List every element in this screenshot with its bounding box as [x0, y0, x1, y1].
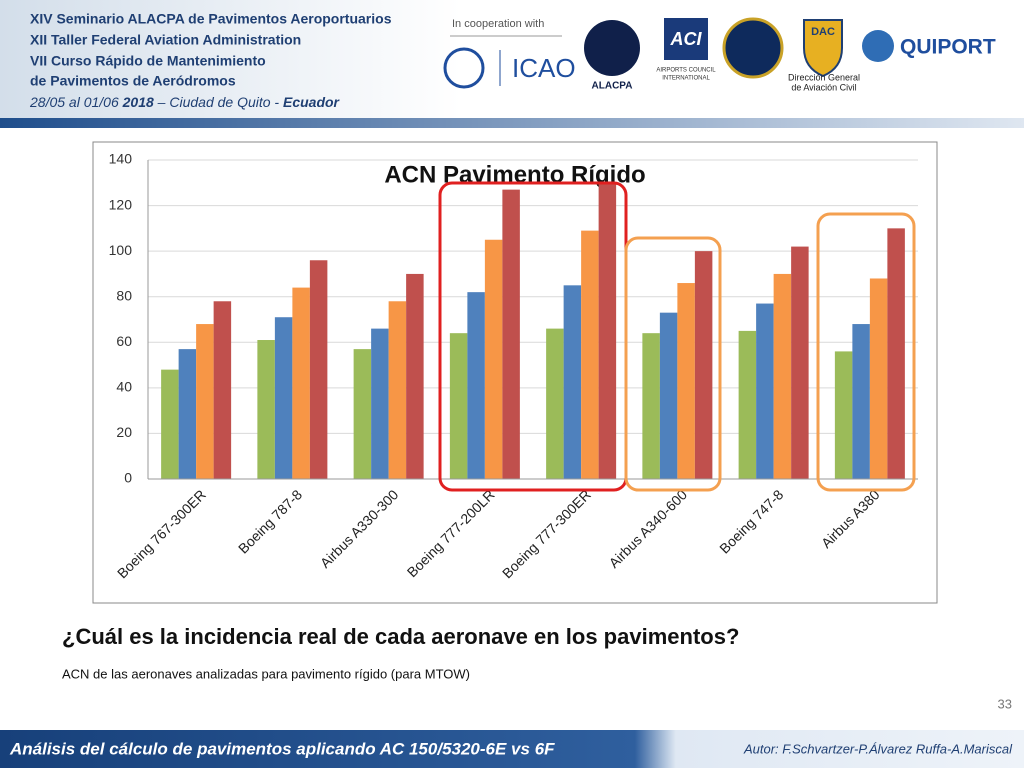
header-date: 28/05 al 01/06 2018 – Ciudad de Quito - …: [29, 94, 341, 110]
header-line: XIV Seminario ALACPA de Pavimentos Aerop…: [30, 11, 392, 27]
bar: [887, 228, 905, 479]
bar: [213, 301, 232, 479]
bar: [484, 239, 503, 479]
footer-title: Análisis del cálculo de pavimentos aplic…: [9, 739, 555, 758]
aci-logo: [664, 18, 708, 60]
bar: [257, 340, 275, 479]
bar: [406, 273, 424, 479]
bar: [502, 189, 520, 479]
bar: [598, 182, 617, 480]
footer-bg: [0, 730, 1024, 768]
highlight-box: [816, 212, 916, 492]
y-tick-label: 0: [124, 470, 132, 486]
header-bar: [0, 118, 1024, 128]
y-tick-label: 40: [116, 379, 132, 395]
logo-text: ACI: [670, 29, 703, 49]
bar: [309, 260, 328, 479]
y-tick-label: 140: [109, 151, 133, 167]
bar: [642, 333, 660, 479]
logo-text: Dirección General: [788, 72, 860, 82]
bar: [178, 349, 197, 479]
bar: [274, 317, 293, 479]
bar: [677, 283, 695, 479]
y-tick-label: 120: [109, 196, 133, 212]
date-part: – Ciudad de Quito -: [154, 94, 283, 110]
bar: [353, 349, 372, 479]
caption: ACN de las aeronaves analizadas para pav…: [62, 666, 470, 681]
header-line: VII Curso Rápido de Mantenimiento: [30, 53, 266, 69]
y-tick-label: 80: [116, 287, 132, 303]
logo-text: In cooperation with: [452, 18, 544, 30]
bar: [738, 330, 757, 479]
alacpa-logo: [584, 20, 640, 76]
bar: [773, 273, 792, 479]
bar: [581, 230, 599, 479]
date-part: 2018: [122, 94, 154, 110]
bar: [467, 292, 485, 479]
logo-text: de Aviación Civil: [791, 82, 856, 92]
question: ¿Cuál es la incidencia real de cada aero…: [62, 624, 739, 649]
bar: [196, 324, 214, 479]
quiport-logo: [862, 30, 894, 62]
bar: [756, 303, 774, 479]
icao-logo: [443, 47, 485, 89]
bar: [659, 312, 678, 479]
highlight-box: [624, 236, 722, 492]
bar: [563, 285, 582, 479]
faa-logo: [722, 17, 784, 79]
bar: [388, 301, 407, 479]
dac-logo: [803, 19, 843, 78]
header-bg: [0, 0, 1024, 118]
page-number: 33: [998, 696, 1012, 711]
logo-text: AIRPORTS COUNCIL: [656, 68, 716, 74]
bar: [791, 246, 809, 479]
date-part: Ecuador: [283, 94, 341, 110]
logo-text: DAC: [811, 26, 835, 38]
y-tick-label: 100: [109, 242, 133, 258]
bar: [546, 328, 564, 479]
y-tick-label: 60: [116, 333, 132, 349]
logo-text: ICAO: [512, 53, 576, 83]
footer-author: Autor: F.Schvartzer-P.Álvarez Ruffa-A.Ma…: [743, 741, 1013, 756]
logo-text: INTERNATIONAL: [662, 76, 710, 82]
logo-text: ALACPA: [592, 81, 633, 92]
header-line: XII Taller Federal Aviation Administrati…: [30, 32, 301, 48]
bar: [852, 324, 870, 479]
bar: [161, 369, 179, 479]
logo-text: QUIPORT: [900, 36, 996, 59]
bar: [371, 328, 389, 479]
bar: [869, 278, 888, 479]
bar: [292, 287, 310, 479]
y-tick-label: 20: [116, 424, 132, 440]
header-line: de Pavimentos de Aeródromos: [30, 73, 236, 89]
bar: [449, 333, 468, 479]
bar: [694, 251, 713, 479]
date-part: 28/05 al 01/06: [29, 94, 123, 110]
bar: [834, 351, 853, 479]
